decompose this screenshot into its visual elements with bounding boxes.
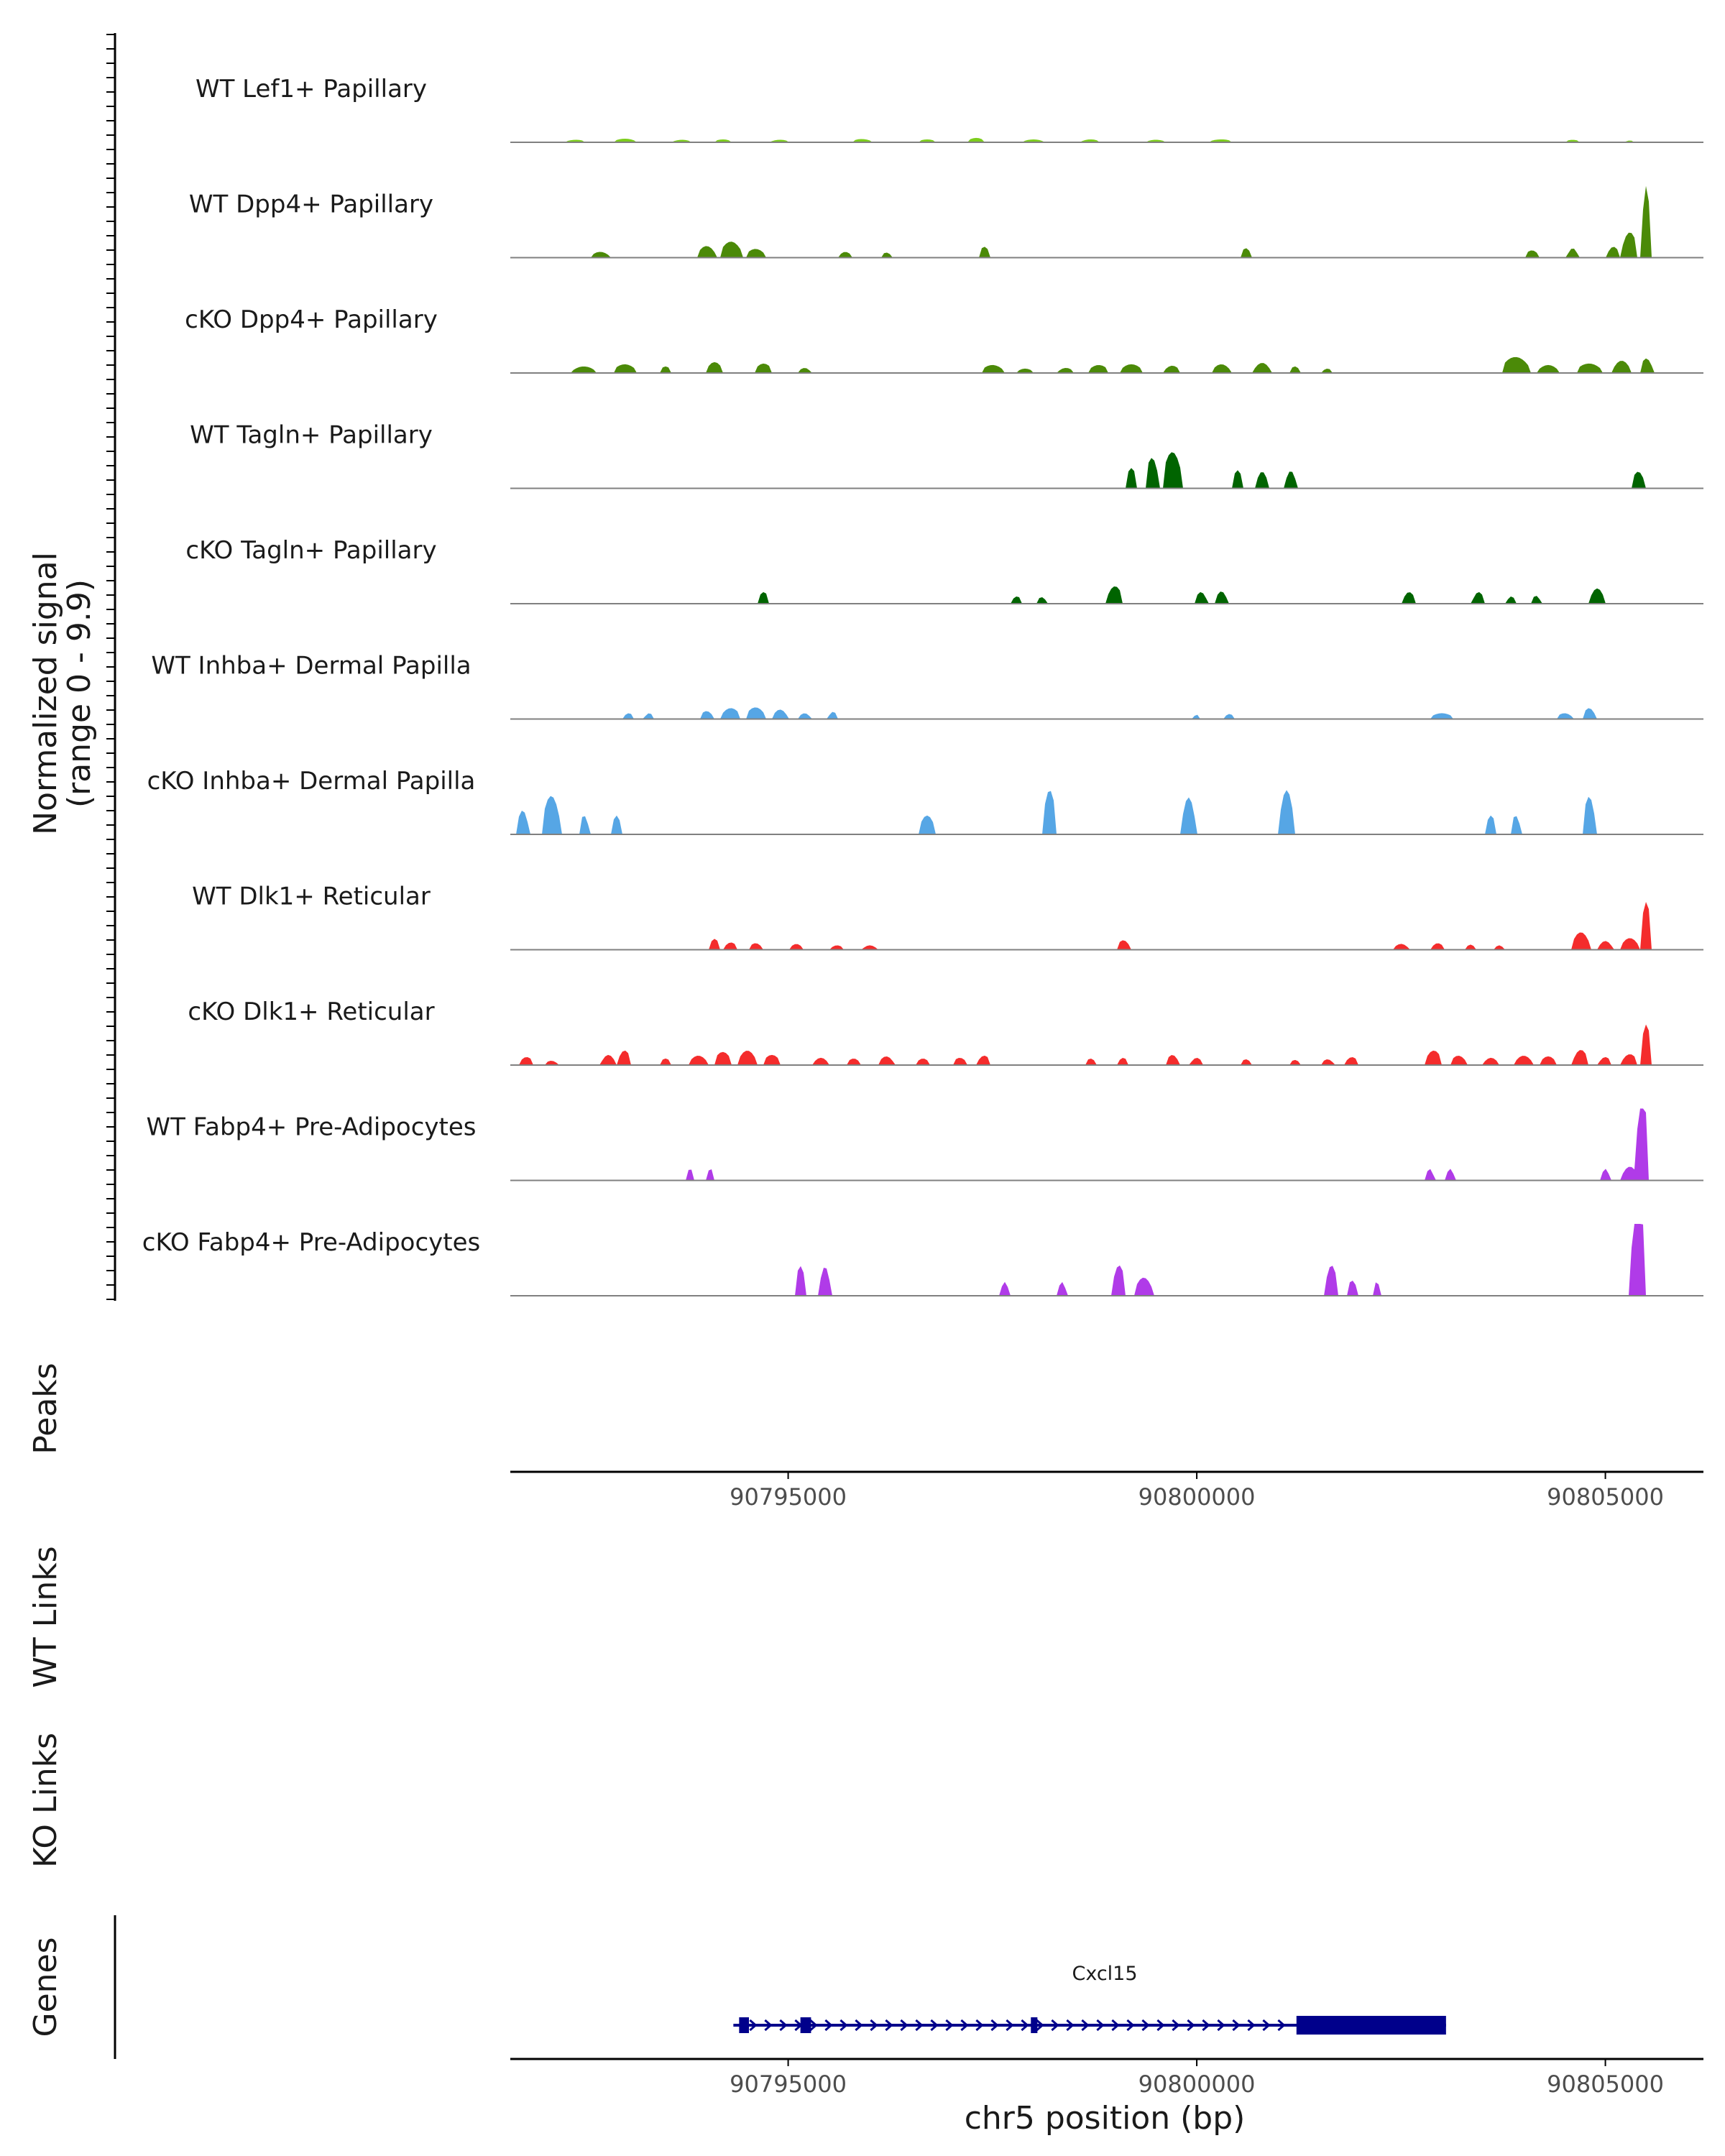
track-label: cKO Dlk1+ Reticular xyxy=(188,998,434,1026)
strand-arrow xyxy=(824,2019,833,2032)
strand-arrow xyxy=(855,2019,863,2032)
x-tick-label: 90795000 xyxy=(730,1483,847,1511)
track-label: WT Fabp4+ Pre-Adipocytes xyxy=(147,1113,477,1142)
coverage-track: cKO Fabp4+ Pre-Adipocytes xyxy=(142,1224,1703,1296)
track-label: cKO Inhba+ Dermal Papilla xyxy=(147,767,476,796)
coverage-track: WT Fabp4+ Pre-Adipocytes xyxy=(147,1108,1703,1181)
signal-axis-range: (range 0 - 9.9) xyxy=(61,579,98,808)
strand-arrow xyxy=(840,2019,848,2032)
coverage-track: WT Dpp4+ Papillary xyxy=(189,185,1703,259)
x-tick-label: 90805000 xyxy=(1547,2070,1664,2098)
strand-arrow xyxy=(870,2019,878,2032)
track-label: WT Inhba+ Dermal Papilla xyxy=(151,652,471,681)
strand-arrow xyxy=(749,2019,758,2032)
gene-exon xyxy=(739,2017,749,2033)
x-tick-label: 90800000 xyxy=(1138,2070,1256,2098)
coverage-tracks: WT Lef1+ Papillary WT Dpp4+ Papillary cKO … xyxy=(142,75,1703,1296)
strand-arrow xyxy=(1051,2019,1059,2032)
gene-exon xyxy=(1031,2017,1038,2033)
track-label: WT Tagln+ Papillary xyxy=(190,421,433,450)
x-tick-label: 90795000 xyxy=(730,2070,847,2098)
strand-arrow xyxy=(1232,2019,1241,2032)
signal-axis-label: Normalized signal xyxy=(27,552,64,835)
coverage-track: cKO Inhba+ Dermal Papilla xyxy=(147,767,1703,835)
track-label: WT Dlk1+ Reticular xyxy=(192,883,431,911)
track-label: WT Lef1+ Papillary xyxy=(196,75,427,103)
coverage-signal xyxy=(510,790,1703,834)
strand-arrow xyxy=(1156,2019,1165,2032)
strand-arrow xyxy=(930,2019,939,2032)
genes-track-label: Genes xyxy=(27,1937,64,2037)
signal-axis-ticks xyxy=(106,34,115,1300)
strand-arrow xyxy=(945,2019,954,2032)
strand-arrow xyxy=(915,2019,924,2032)
strand-arrow xyxy=(975,2019,984,2032)
x-tick-label: 90800000 xyxy=(1138,1483,1256,1511)
gene-name-label: Cxcl15 xyxy=(1072,1963,1137,1985)
gene-exon xyxy=(800,2017,811,2033)
strand-arrow xyxy=(1066,2019,1075,2032)
coverage-signal xyxy=(510,1024,1703,1065)
gene-model xyxy=(733,2016,1446,2035)
strand-arrow xyxy=(1126,2019,1135,2032)
coverage-signal xyxy=(510,1108,1703,1181)
strand-arrow xyxy=(960,2019,969,2032)
strand-arrow xyxy=(809,2019,818,2032)
coverage-signal xyxy=(510,185,1703,258)
coverage-track: cKO Dpp4+ Papillary xyxy=(185,305,1703,374)
track-label: cKO Dpp4+ Papillary xyxy=(185,305,438,334)
coverage-signal xyxy=(510,902,1703,950)
coverage-track: WT Inhba+ Dermal Papilla xyxy=(151,652,1703,720)
strand-arrow xyxy=(885,2019,893,2032)
x-axis-label: chr5 position (bp) xyxy=(965,2100,1246,2137)
coverage-track: WT Dlk1+ Reticular xyxy=(192,883,1703,951)
strand-arrow xyxy=(1021,2019,1029,2032)
x-tick-label: 90805000 xyxy=(1547,1483,1664,1511)
strand-arrow xyxy=(764,2019,773,2032)
strand-arrow xyxy=(1277,2019,1286,2032)
strand-arrow xyxy=(1262,2019,1271,2032)
strand-arrow xyxy=(1172,2019,1180,2032)
strand-arrow xyxy=(779,2019,788,2032)
strand-arrow xyxy=(990,2019,999,2032)
strand-arrow xyxy=(1006,2019,1014,2032)
strand-arrow xyxy=(1202,2019,1210,2032)
coverage-signal xyxy=(510,707,1703,719)
coverage-signal xyxy=(510,452,1703,489)
ko-links-track-label: KO Links xyxy=(27,1733,64,1868)
strand-arrow xyxy=(900,2019,908,2032)
x-axis: 90795000 90800000 90805000 xyxy=(730,2059,1664,2098)
strand-arrow xyxy=(1141,2019,1150,2032)
coverage-track: WT Lef1+ Papillary xyxy=(196,75,1703,143)
strand-arrow xyxy=(1081,2019,1090,2032)
gene-exon xyxy=(1296,2016,1446,2035)
track-label: WT Dpp4+ Papillary xyxy=(189,190,433,219)
track-label: cKO Tagln+ Papillary xyxy=(185,536,436,565)
coverage-signal xyxy=(510,356,1703,373)
coverage-track: WT Tagln+ Papillary xyxy=(190,421,1703,489)
coverage-signal xyxy=(510,1224,1703,1296)
coverage-signal xyxy=(510,586,1703,604)
strand-arrow xyxy=(1217,2019,1225,2032)
strand-arrow xyxy=(1247,2019,1256,2032)
coverage-track: cKO Tagln+ Papillary xyxy=(185,536,1703,604)
track-label: cKO Fabp4+ Pre-Adipocytes xyxy=(142,1228,481,1257)
coverage-track: cKO Dlk1+ Reticular xyxy=(188,998,1703,1066)
peaks-x-axis: 90795000 90800000 90805000 xyxy=(730,1472,1664,1511)
wt-links-track-label: WT Links xyxy=(27,1546,64,1687)
strand-arrow xyxy=(1111,2019,1120,2032)
peaks-track-label: Peaks xyxy=(27,1363,64,1454)
strand-arrow xyxy=(1096,2019,1105,2032)
strand-arrow xyxy=(1187,2019,1195,2032)
strand-arrow xyxy=(1036,2019,1044,2032)
